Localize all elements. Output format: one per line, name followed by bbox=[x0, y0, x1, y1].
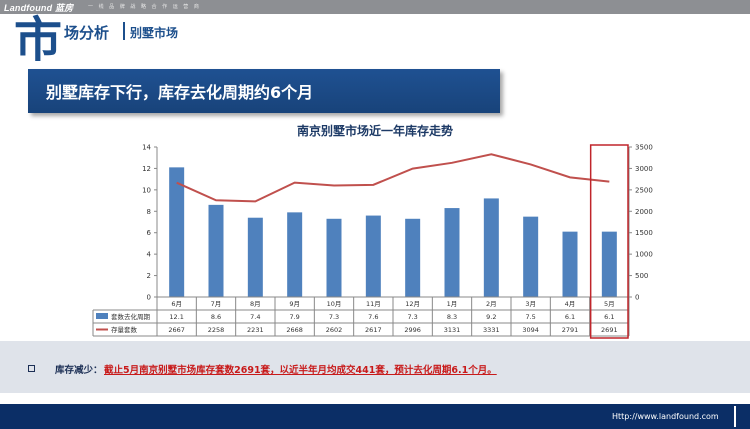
slogan: 一 线 品 牌 战 略 合 作 运 营 商 bbox=[88, 4, 201, 10]
line-data-label: 2668 bbox=[286, 326, 303, 334]
bar-data-label: 6.1 bbox=[565, 313, 575, 321]
right-tick-label: 0 bbox=[635, 294, 639, 302]
bar-data-label: 7.4 bbox=[250, 313, 260, 321]
line-data-label: 2231 bbox=[247, 326, 264, 334]
summary-panel: 库存减少： 截止5月南京别墅市场库存套数2691套，以近半年月均成交441套，预… bbox=[0, 341, 750, 393]
bar-data-label: 6.1 bbox=[604, 313, 614, 321]
line-data-label: 2617 bbox=[365, 326, 382, 334]
category-label: 6月 bbox=[171, 300, 182, 308]
bar-1月 bbox=[444, 208, 460, 297]
line-data-label: 3094 bbox=[522, 326, 539, 334]
company-logo: Landfound 蓝房 bbox=[4, 3, 74, 13]
title-divider bbox=[123, 22, 125, 40]
bar-2月 bbox=[483, 198, 499, 297]
bar-data-label: 12.1 bbox=[169, 313, 183, 321]
bullet-square-icon bbox=[28, 365, 35, 372]
headline-banner: 别墅库存下行，库存去化周期约6个月 bbox=[28, 69, 500, 113]
line-data-label: 2791 bbox=[562, 326, 579, 334]
bar-4月 bbox=[562, 231, 578, 297]
bar-data-label: 7.5 bbox=[525, 313, 535, 321]
footer-bar: Http://www.landfound.com bbox=[0, 404, 750, 429]
left-tick-label: 2 bbox=[147, 272, 151, 280]
bar-3月 bbox=[523, 216, 539, 297]
category-label: 5月 bbox=[604, 300, 615, 308]
left-tick-label: 0 bbox=[147, 294, 151, 302]
category-label: 12月 bbox=[405, 300, 420, 308]
right-tick-label: 3500 bbox=[635, 144, 653, 152]
highlight-box bbox=[589, 144, 629, 339]
legend-label-bar: 套数去化周期 bbox=[111, 312, 151, 321]
category-label: 3月 bbox=[525, 300, 536, 308]
footer-url[interactable]: Http://www.landfound.com bbox=[612, 412, 719, 421]
inventory-chart: 0 2 4 6 8 10 12 14 0 500 1000 1500 2000 2500 3000 3500 6… bbox=[92, 144, 653, 339]
subsection-title: 别墅市场 bbox=[130, 26, 179, 40]
category-label: 1月 bbox=[447, 300, 458, 308]
left-tick-label: 6 bbox=[147, 229, 152, 237]
left-tick-label: 10 bbox=[142, 186, 151, 194]
right-tick-label: 500 bbox=[635, 272, 648, 280]
category-label: 7月 bbox=[211, 300, 222, 308]
bar-data-label: 7.6 bbox=[368, 313, 378, 321]
line-data-label: 2667 bbox=[168, 326, 185, 334]
bar-data-label: 9.2 bbox=[486, 313, 496, 321]
category-label: 10月 bbox=[327, 300, 342, 308]
left-tick-label: 8 bbox=[147, 208, 151, 216]
right-tick-label: 2000 bbox=[635, 208, 653, 216]
bar-7月 bbox=[208, 204, 224, 297]
footer-accent-bar bbox=[734, 406, 736, 427]
bar-9月 bbox=[287, 212, 303, 297]
bar-8月 bbox=[247, 217, 263, 297]
bar-data-label: 7.3 bbox=[407, 313, 417, 321]
legend-label-line: 存量套数 bbox=[111, 325, 138, 334]
bar-5月 bbox=[601, 231, 617, 297]
bar-12月 bbox=[405, 218, 421, 297]
category-label: 8月 bbox=[250, 300, 261, 308]
summary-text: 截止5月南京别墅市场库存套数2691套，以近半年月均成交441套，预计去化周期6… bbox=[104, 365, 497, 376]
bar-data-label: 7.3 bbox=[329, 313, 339, 321]
category-label: 9月 bbox=[289, 300, 300, 308]
bar-11月 bbox=[365, 215, 381, 297]
left-tick-label: 4 bbox=[147, 251, 152, 259]
category-label: 2月 bbox=[486, 300, 497, 308]
category-label: 11月 bbox=[366, 300, 381, 308]
section-title: 场分析 bbox=[64, 24, 110, 42]
category-label: 4月 bbox=[565, 300, 576, 308]
line-data-label: 2996 bbox=[404, 326, 421, 334]
right-tick-label: 3000 bbox=[635, 165, 653, 173]
line-series-stock bbox=[176, 153, 610, 203]
bar-10月 bbox=[326, 218, 342, 297]
bar-data-label: 7.9 bbox=[289, 313, 299, 321]
line-data-label: 2602 bbox=[326, 326, 343, 334]
right-tick-label: 1000 bbox=[635, 251, 653, 259]
line-data-label: 2691 bbox=[601, 326, 618, 334]
right-tick-label: 2500 bbox=[635, 186, 653, 194]
bar-6月 bbox=[169, 167, 185, 297]
right-tick-label: 1500 bbox=[635, 229, 653, 237]
top-bar: Landfound 蓝房 一 线 品 牌 战 略 合 作 运 营 商 bbox=[0, 0, 750, 14]
summary-label: 库存减少： bbox=[55, 365, 103, 376]
line-data-label: 3131 bbox=[444, 326, 461, 334]
legend-key-bar bbox=[96, 313, 108, 319]
left-tick-label: 12 bbox=[142, 165, 151, 173]
section-big-char: 市 bbox=[14, 12, 63, 68]
left-tick-label: 14 bbox=[142, 144, 151, 152]
bar-data-label: 8.3 bbox=[447, 313, 457, 321]
bar-data-label: 8.6 bbox=[211, 313, 221, 321]
line-data-label: 3331 bbox=[483, 326, 500, 334]
line-data-label: 2258 bbox=[208, 326, 225, 334]
headline-text: 别墅库存下行，库存去化周期约6个月 bbox=[46, 83, 314, 102]
chart-title: 南京别墅市场近一年库存走势 bbox=[296, 124, 453, 138]
